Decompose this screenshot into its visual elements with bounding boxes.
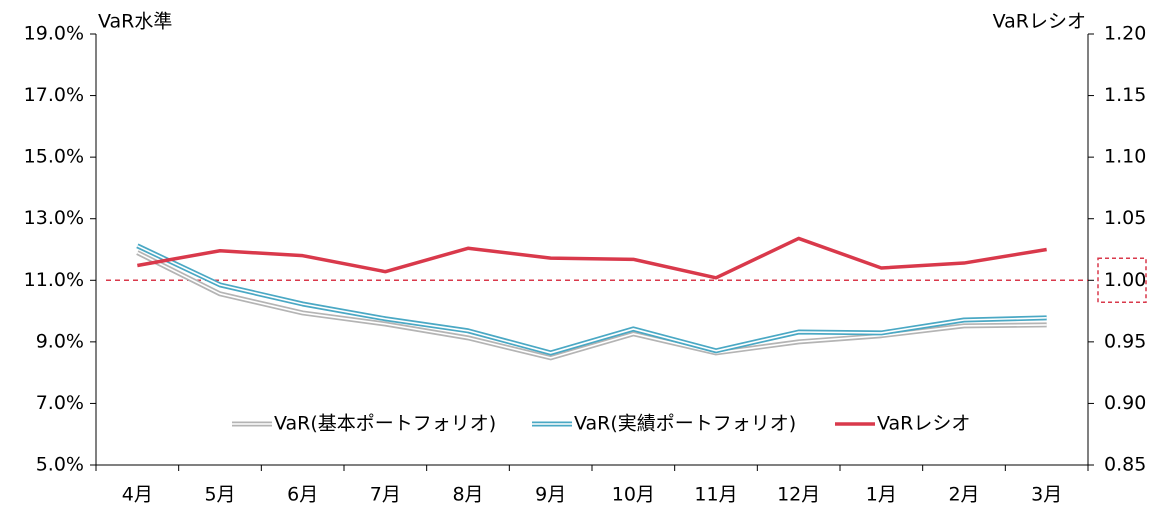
y-tick-label: 15.0% [24,146,84,168]
y2-tick-label: 1.10 [1104,146,1146,168]
legend-label: VaRレシオ [877,413,970,435]
y-tick-label: 7.0% [36,392,84,414]
x-tick-label: 10月 [612,484,655,506]
y2-axis-label: VaRレシオ [993,11,1086,33]
y2-tick-label: 1.00 [1104,269,1146,291]
y-tick-label: 11.0% [24,269,84,291]
y2-tick-label: 1.15 [1104,84,1146,106]
y-axis-label: VaR水準 [98,11,172,33]
y-tick-label: 19.0% [24,23,84,45]
y2-tick-label: 0.90 [1104,392,1146,414]
series-line [136,243,1047,356]
y2-tick-label: 1.05 [1104,207,1146,229]
y2-tick-label: 1.20 [1104,23,1146,45]
y-tick-label: 9.0% [36,330,84,352]
x-tick-label: 9月 [535,484,566,506]
y-tick-label: 13.0% [24,207,84,229]
y-tick-label: 5.0% [36,454,84,476]
legend-label: VaR(実績ポートフォリオ) [574,413,796,435]
y2-tick-label: 0.85 [1104,454,1146,476]
series-line-inner [136,245,1047,354]
x-tick-label: 3月 [1031,484,1062,506]
x-tick-label: 11月 [694,484,737,506]
reference-box [1097,257,1147,304]
y-tick-label: 17.0% [24,84,84,106]
y2-tick-label: 0.95 [1104,330,1146,352]
x-tick-label: 1月 [866,484,897,506]
series-line [137,236,1047,280]
x-tick-label: 2月 [948,484,979,506]
x-tick-label: 12月 [777,484,820,506]
series-line-inner [136,251,1047,359]
x-tick-label: 4月 [122,484,153,506]
x-tick-label: 5月 [204,484,235,506]
x-tick-label: 6月 [287,484,318,506]
legend-label: VaR(基本ポートフォリオ) [274,413,496,435]
x-tick-label: 7月 [370,484,401,506]
x-tick-label: 8月 [452,484,483,506]
